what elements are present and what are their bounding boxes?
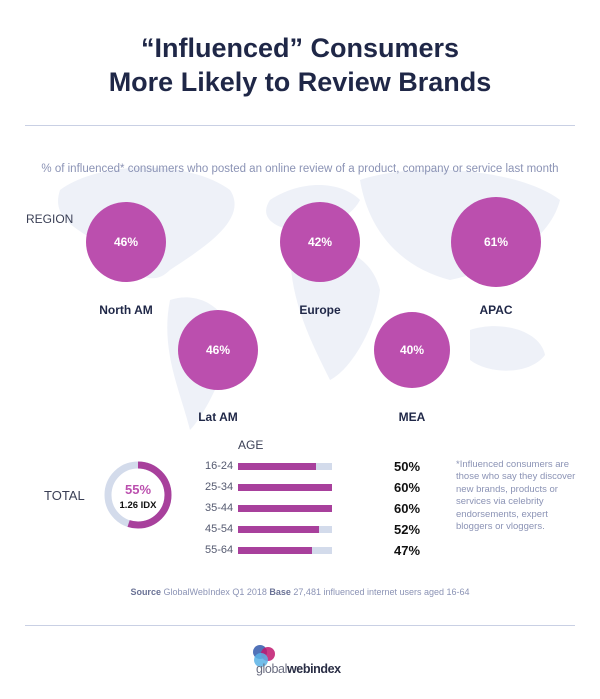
total-donut bbox=[104, 461, 172, 529]
region-name-mea: MEA bbox=[398, 410, 426, 424]
age-category-label: 25-34 bbox=[205, 481, 234, 493]
logo-text-bold: webindex bbox=[286, 662, 341, 676]
age-category-label: 35-44 bbox=[205, 502, 234, 514]
bar-track bbox=[238, 505, 332, 512]
bubble-lat-am: 46% bbox=[178, 310, 258, 390]
bubble-mea: 40% bbox=[374, 312, 450, 388]
bar-value-label: 50% bbox=[394, 459, 421, 474]
region-label: REGION bbox=[26, 212, 74, 226]
region-name-europe: Europe bbox=[299, 303, 341, 317]
bar-55-64 bbox=[238, 547, 312, 554]
logo-text-light: global bbox=[256, 662, 287, 676]
age-label: AGE bbox=[238, 438, 264, 452]
age-category-label: 16-24 bbox=[205, 460, 234, 472]
bar-45-54 bbox=[238, 526, 320, 533]
globalwebindex-logo: globalwebindex bbox=[248, 643, 358, 683]
bar-value-label: 60% bbox=[394, 480, 421, 495]
bar-value-label: 52% bbox=[394, 522, 421, 537]
bar-track bbox=[238, 547, 332, 554]
age-category-label: 45-54 bbox=[205, 523, 234, 535]
total-idx: 1.26 IDX bbox=[119, 500, 157, 511]
subtitle: % of influenced* consumers who posted an… bbox=[41, 163, 559, 175]
donut-value-arc bbox=[104, 461, 172, 529]
bar-16-24 bbox=[238, 463, 317, 470]
logo-circles-icon bbox=[253, 645, 275, 667]
world-map-background bbox=[58, 167, 560, 430]
footnote: *Influenced consumers are those who say … bbox=[456, 459, 576, 533]
bar-25-34 bbox=[238, 484, 332, 491]
age-category-label: 55-64 bbox=[205, 544, 234, 556]
bar-35-44 bbox=[238, 505, 332, 512]
bubble-north-am: 46% bbox=[86, 202, 166, 282]
divider-top bbox=[25, 125, 575, 126]
bar-track bbox=[238, 484, 332, 491]
bar-value-label: 47% bbox=[394, 543, 421, 558]
bubble-apac: 61% bbox=[451, 197, 541, 287]
source-key: Source bbox=[130, 587, 161, 597]
region-name-north-am: North AM bbox=[99, 303, 153, 317]
title-line-1: “Influenced” Consumers bbox=[140, 33, 460, 63]
source-line: Source GlobalWebIndex Q1 2018 Base 27,48… bbox=[0, 587, 600, 597]
total-label: TOTAL bbox=[44, 488, 85, 503]
base-key: Base bbox=[269, 587, 291, 597]
bar-value-label: 60% bbox=[394, 501, 421, 516]
region-name-lat-am: Lat AM bbox=[198, 410, 238, 424]
bar-track bbox=[238, 526, 332, 533]
divider-bottom bbox=[25, 625, 575, 626]
source-value: GlobalWebIndex Q1 2018 bbox=[163, 587, 267, 597]
base-value: 27,481 influenced internet users aged 16… bbox=[293, 587, 470, 597]
total-value: 55% bbox=[124, 482, 152, 497]
region-name-apac: APAC bbox=[479, 303, 513, 317]
bubble-europe: 42% bbox=[280, 202, 360, 282]
bar-track bbox=[238, 463, 332, 470]
title-line-2: More Likely to Review Brands bbox=[108, 67, 492, 97]
